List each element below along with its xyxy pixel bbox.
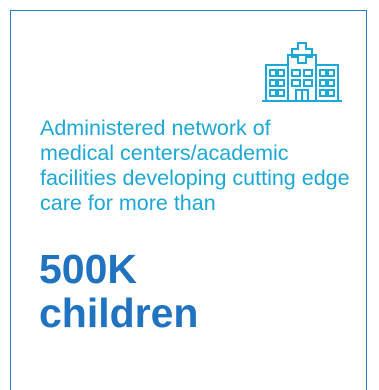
hospital-icon [262,39,342,103]
stat-card: Administered network of medical centers/… [10,10,367,390]
stat-block: 500K children [39,247,359,335]
stat-label: children [39,290,199,336]
description-text: Administered network of medical centers/… [40,116,350,215]
stat-value: 500K [39,246,138,292]
